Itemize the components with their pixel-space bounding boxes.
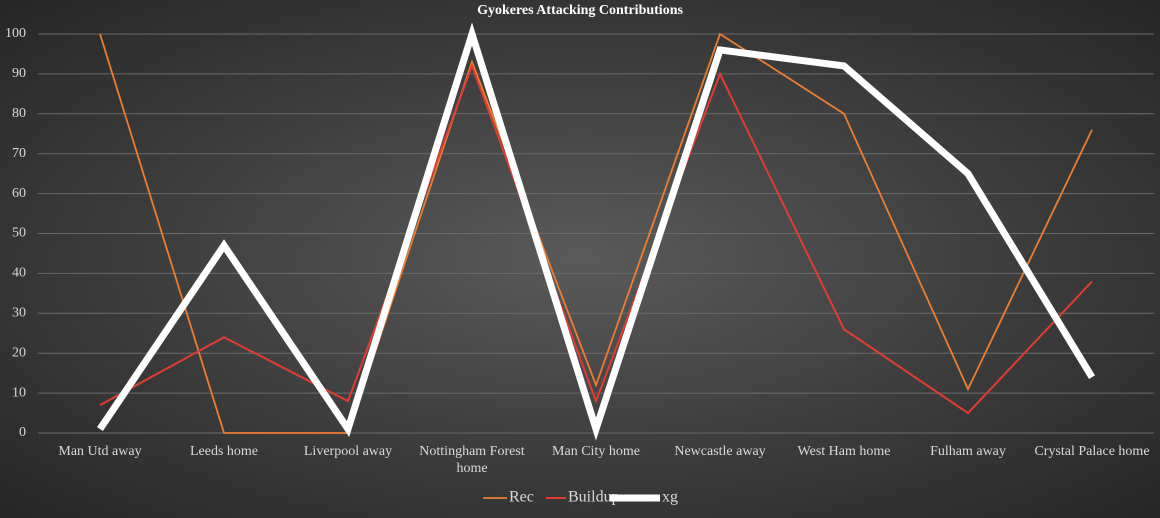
y-tick-label: 90	[12, 66, 26, 81]
x-tick-label: West Ham home	[797, 444, 891, 459]
y-tick-label: 100	[5, 26, 26, 41]
y-tick-label: 20	[12, 345, 26, 360]
x-tick-label: Man Utd away	[58, 444, 142, 459]
x-tick-label: Newcastle away	[674, 444, 766, 459]
y-tick-label: 10	[12, 385, 26, 400]
chart-title: Gyokeres Attacking Contributions	[477, 3, 683, 18]
line-series	[97, 22, 1095, 441]
y-tick-label: 70	[12, 146, 26, 161]
legend-label: xg	[662, 489, 678, 506]
line-series	[99, 32, 1093, 434]
x-tick-label: Fulham away	[930, 444, 1006, 459]
y-tick-label: 80	[12, 106, 26, 121]
x-tick-label: Leeds home	[189, 444, 259, 459]
y-tick-label: 30	[12, 306, 26, 321]
line-series	[99, 63, 1093, 415]
y-tick-label: 50	[12, 226, 26, 241]
x-tick-label: Crystal Palace home	[1034, 444, 1150, 459]
x-tick-label: Nottingham Forest home	[419, 444, 525, 476]
x-tick-label: Man City home	[552, 444, 640, 459]
x-tick-label: Liverpool away	[303, 444, 393, 459]
y-tick-label: 0	[19, 425, 26, 440]
legend-label: Rec	[509, 489, 534, 506]
legend-label: Buildup	[568, 489, 620, 506]
y-tick-label: 40	[12, 266, 26, 281]
y-tick-label: 60	[12, 186, 26, 201]
